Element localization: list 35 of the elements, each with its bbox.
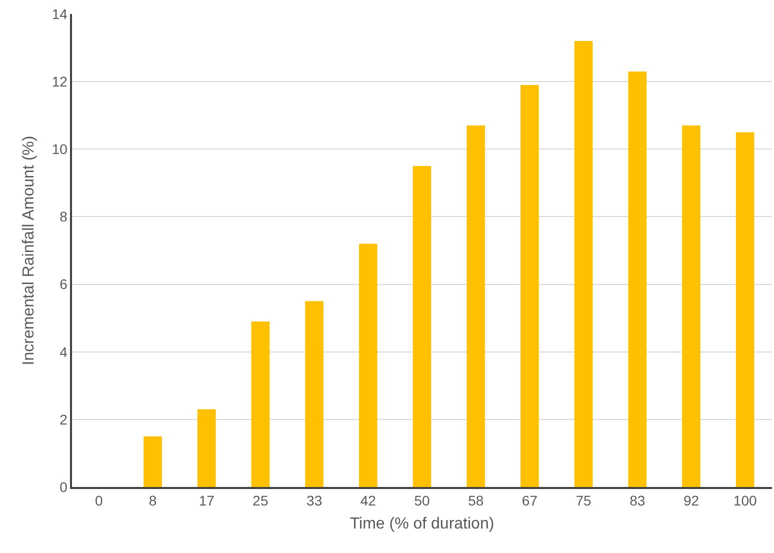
bar: [682, 125, 700, 487]
y-tick-label: 14: [52, 6, 68, 22]
bar: [305, 301, 324, 487]
x-tick-label: 58: [468, 492, 484, 509]
x-tick-label: 33: [306, 492, 322, 509]
x-tick-label: 8: [148, 492, 157, 509]
x-tick-label: 92: [683, 492, 700, 509]
bar: [412, 166, 432, 487]
x-tick-label: 83: [630, 492, 646, 509]
bar: [736, 132, 754, 487]
y-tick-label: 8: [60, 208, 68, 225]
y-tick-label: 12: [52, 73, 68, 90]
y-tick-label: 6: [60, 276, 68, 292]
y-tick-label: 10: [52, 141, 68, 158]
x-tick-label: 42: [360, 492, 376, 509]
x-tick-label: 50: [414, 492, 430, 509]
bar: [359, 244, 378, 487]
y-axis-title: Incremental Rainfall Amount (%): [20, 136, 38, 366]
bar: [144, 436, 162, 487]
x-axis-title: Time (% of duration): [350, 516, 494, 533]
x-tick-label: 75: [576, 492, 592, 509]
bar: [466, 125, 485, 487]
bar: [574, 41, 593, 487]
x-tick-label: 0: [95, 492, 104, 509]
bar: [197, 409, 216, 487]
bar: [251, 321, 270, 487]
y-tick-label: 0: [60, 478, 68, 495]
x-tick-label: 17: [198, 492, 215, 509]
x-tick-label: 100: [733, 492, 757, 509]
bar: [520, 84, 539, 487]
x-tick-label: 67: [522, 492, 538, 509]
y-tick-label: 4: [60, 344, 68, 360]
x-tick-label: 25: [252, 492, 268, 509]
bar: [628, 71, 647, 487]
y-tick-label: 2: [60, 411, 68, 428]
